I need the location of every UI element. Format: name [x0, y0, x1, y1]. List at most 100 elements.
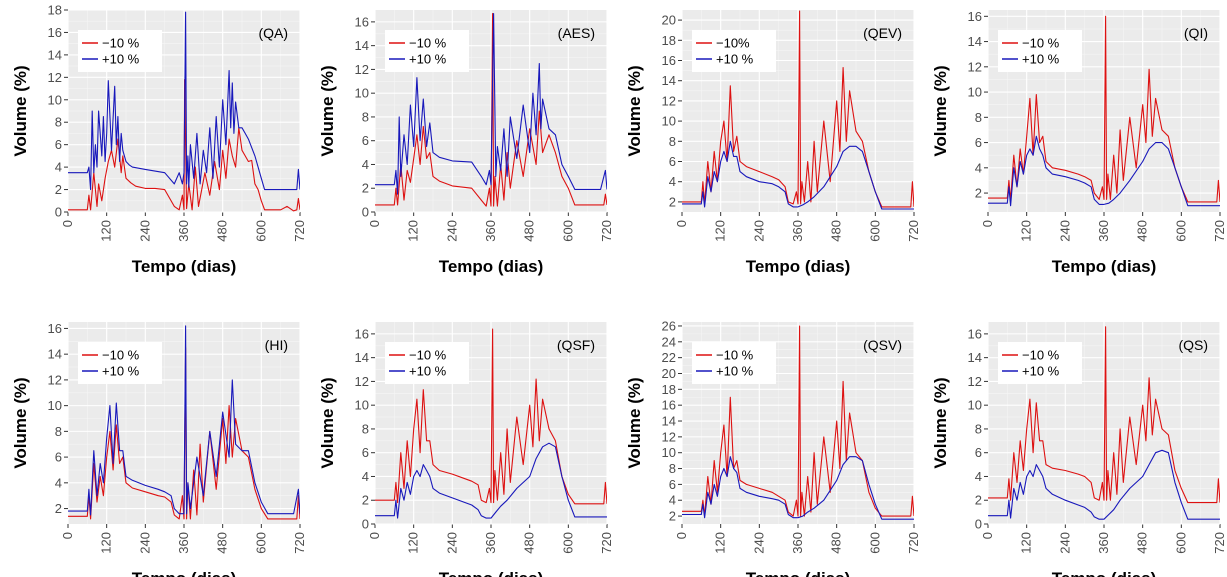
chart-6-series-group [682, 325, 914, 520]
chart-3-y-tick-label: 4 [975, 160, 982, 175]
chart-4-legend-label-1: +10 % [102, 364, 140, 379]
chart-4-legend: −10 %+10 % [78, 342, 162, 384]
chart-4-y-tick-label: 8 [55, 424, 62, 439]
chart-2-panel-label: (QEV) [863, 25, 902, 41]
chart-5-y-tick-label: 2 [362, 493, 369, 508]
chart-7-x-tick-label: 120 [1019, 532, 1034, 554]
chart-1-x-tick-label: 600 [560, 220, 575, 242]
chart-6-x-tick-label: 480 [829, 532, 844, 554]
chart-3-y-tick-label: 10 [968, 85, 982, 100]
chart-1-x-tick-label: 720 [599, 220, 614, 242]
chart-7-legend-box [998, 342, 1082, 384]
chart-4-x-tick-label: 0 [60, 532, 75, 539]
chart-4-y-tick-label: 14 [48, 347, 62, 362]
chart-7-y-tick-label: 10 [968, 398, 982, 413]
chart-0-x-tick-label: 120 [99, 220, 114, 242]
chart-6-y-tick-label: 16 [662, 398, 676, 413]
chart-1-legend-label-0: −10 % [409, 36, 447, 51]
chart-7-y-tick-label: 12 [968, 374, 982, 389]
chart-0-x-tick-label: 360 [176, 220, 191, 242]
chart-5-x-tick-label: 0 [367, 532, 382, 539]
chart-2-legend-box [692, 30, 776, 72]
chart-5-legend-label-0: −10 % [409, 348, 447, 363]
chart-4-y-tick-label: 12 [48, 372, 62, 387]
chart-5-y-tick-label: 0 [362, 517, 369, 532]
chart-2-y-tick-label: 10 [662, 114, 676, 129]
chart-0-y-tick-label: 18 [48, 3, 62, 18]
chart-3-x-axis-title: Tempo (dias) [1052, 257, 1157, 276]
chart-2-y-tick-label: 20 [662, 13, 676, 28]
chart-5-x-axis-title: Tempo (dias) [439, 569, 544, 577]
chart-1-x-axis-title: Tempo (dias) [439, 257, 544, 276]
chart-7-series-group [988, 326, 1220, 520]
chart-1-y-tick-label: 16 [355, 14, 369, 29]
chart-6-legend: −10 %+10 % [692, 342, 776, 384]
chart-5-y-tick-label: 16 [355, 326, 369, 341]
chart-0-x-axis-title: Tempo (dias) [132, 257, 237, 276]
chart-0-y-tick-label: 16 [48, 25, 62, 40]
chart-3-x-tick-label: 720 [1212, 220, 1227, 242]
chart-3-y-axis-title: Volume (%) [931, 65, 950, 156]
chart-3-legend-box [998, 30, 1082, 72]
chart-0-y-tick-label: 0 [55, 205, 62, 220]
chart-4-y-axis-title: Volume (%) [11, 377, 30, 468]
chart-1-y-tick-label: 6 [362, 133, 369, 148]
chart-0-legend-label-1: +10 % [102, 52, 140, 67]
chart-1-y-tick-label: 2 [362, 181, 369, 196]
chart-2-series-group [682, 10, 914, 210]
chart-2-x-tick-label: 720 [906, 220, 921, 242]
chart-2: 0 120 240 360 480 600 720 2 4 6 8 10 12 14 16 18 20 −10%+… [625, 10, 921, 276]
chart-5-x-tick-label: 600 [560, 532, 575, 554]
chart-4-x-tick-label: 240 [137, 532, 152, 554]
chart-3-y-tick-label: 16 [968, 9, 982, 24]
chart-2-x-tick-label: 600 [867, 220, 882, 242]
chart-3-y-tick-label: 12 [968, 59, 982, 74]
chart-7-y-tick-label: 0 [975, 517, 982, 532]
chart-4-legend-label-0: −10 % [102, 348, 140, 363]
chart-0-y-tick-label: 12 [48, 70, 62, 85]
chart-5-series-minus-10-line [375, 328, 607, 505]
chart-1: 0 120 240 360 480 600 720 0 2 4 6 8 10 12 14 16 −10 %+10… [318, 10, 614, 276]
chart-7-y-tick-label: 16 [968, 326, 982, 341]
chart-3-series-plus-10-line [988, 135, 1220, 207]
chart-2-y-tick-label: 14 [662, 73, 676, 88]
chart-7-x-axis-title: Tempo (dias) [1052, 569, 1157, 577]
chart-5-x-tick-label: 360 [483, 532, 498, 554]
chart-1-y-axis-title: Volume (%) [318, 65, 337, 156]
chart-7-series-plus-10-line [988, 449, 1220, 520]
chart-5-legend-box [385, 342, 469, 384]
chart-5-series-group [375, 328, 607, 519]
chart-1-series-plus-10-line [375, 13, 607, 195]
chart-5-y-tick-label: 14 [355, 350, 369, 365]
chart-3-legend-label-0: −10 % [1022, 36, 1060, 51]
chart-7-x-tick-label: 480 [1135, 532, 1150, 554]
chart-2-y-tick-label: 6 [669, 154, 676, 169]
chart-2-y-tick-label: 8 [669, 134, 676, 149]
chart-6-series-plus-10-line [682, 456, 914, 520]
chart-1-y-tick-label: 10 [355, 86, 369, 101]
chart-7-x-tick-label: 360 [1096, 532, 1111, 554]
chart-0-legend-label-0: −10 % [102, 36, 140, 51]
chart-6-x-tick-label: 120 [713, 532, 728, 554]
chart-7-x-tick-label: 240 [1057, 532, 1072, 554]
chart-2-x-tick-label: 360 [790, 220, 805, 242]
chart-3-x-tick-label: 360 [1096, 220, 1111, 242]
chart-7-y-tick-label: 2 [975, 493, 982, 508]
chart-1-x-tick-label: 120 [406, 220, 421, 242]
chart-1-legend-label-1: +10 % [409, 52, 447, 67]
chart-2-x-tick-label: 480 [829, 220, 844, 242]
chart-7-y-tick-label: 4 [975, 469, 982, 484]
chart-4-y-tick-label: 2 [55, 501, 62, 516]
chart-0-x-tick-label: 600 [253, 220, 268, 242]
chart-1-x-tick-label: 360 [483, 220, 498, 242]
chart-1-series-minus-10-line [375, 13, 607, 207]
chart-5-legend: −10 %+10 % [385, 342, 469, 384]
chart-6-y-tick-label: 18 [662, 382, 676, 397]
chart-4-y-tick-label: 4 [55, 475, 62, 490]
chart-3-series-minus-10-line [988, 15, 1220, 203]
chart-0-y-tick-label: 4 [55, 160, 62, 175]
chart-6-legend-label-1: +10 % [716, 364, 754, 379]
chart-0-x-tick-label: 480 [215, 220, 230, 242]
chart-3-legend-label-1: +10 % [1022, 52, 1060, 67]
chart-2-legend-label-1: +10 % [716, 52, 754, 67]
